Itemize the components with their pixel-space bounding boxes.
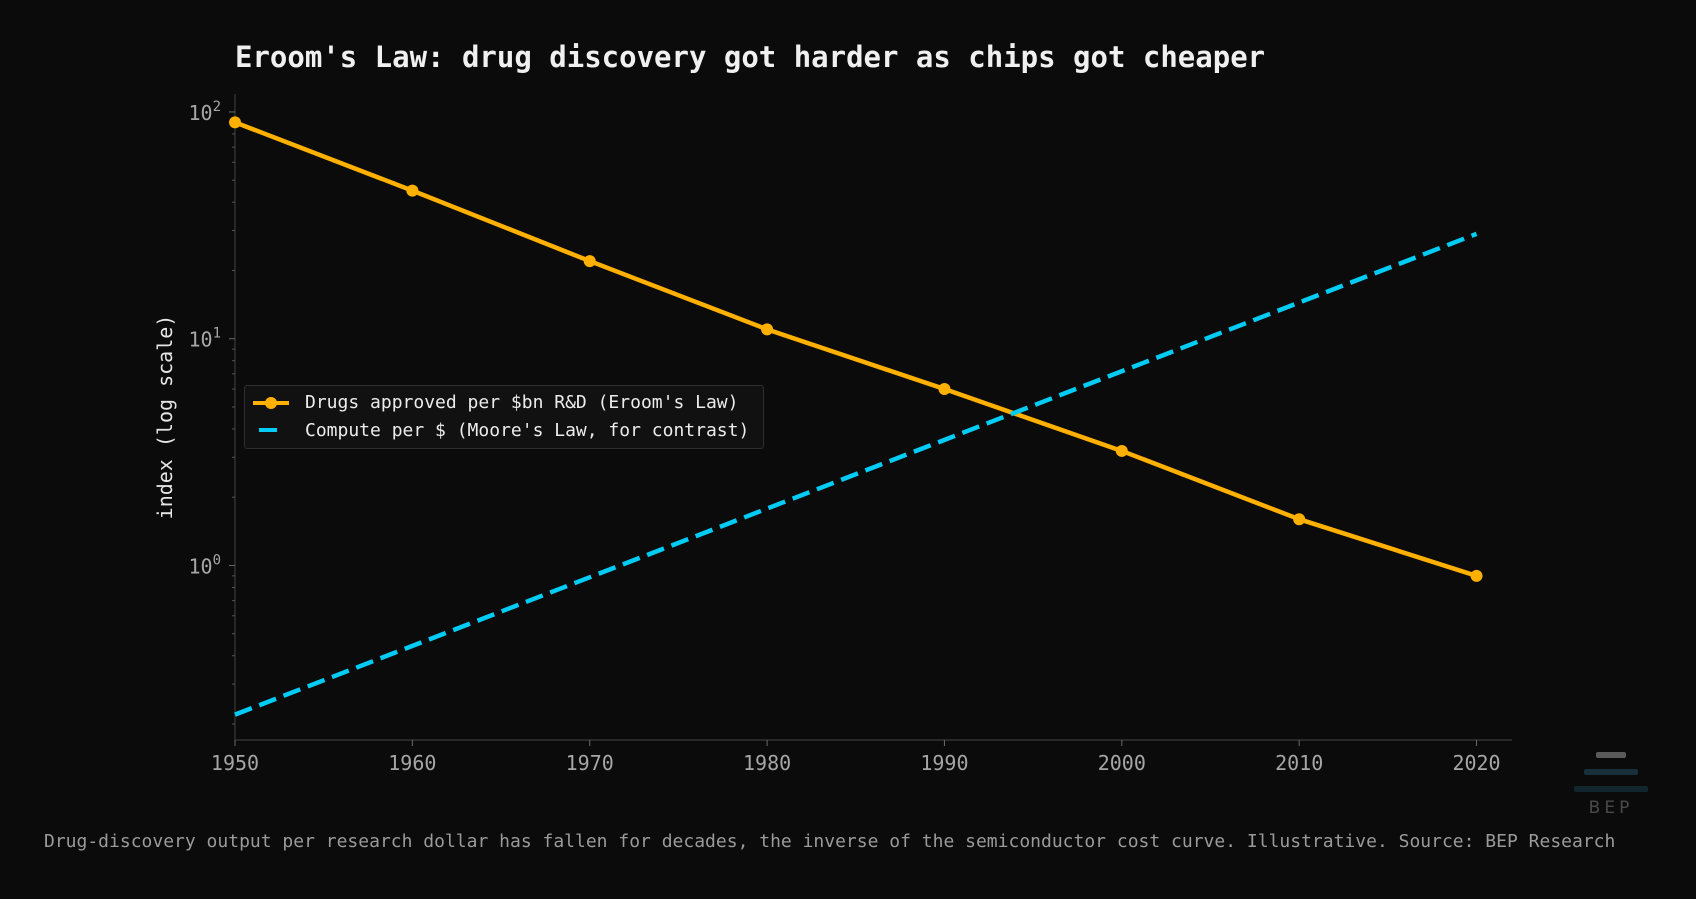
logo-bars-icon <box>1574 752 1648 792</box>
legend-swatch-moore <box>259 428 277 432</box>
x-tick-label: 1970 <box>566 751 614 775</box>
chart-caption: Drug-discovery output per research dolla… <box>44 831 1616 852</box>
bep-logo: BEP <box>1572 750 1650 820</box>
x-tick-label: 1980 <box>743 751 791 775</box>
eroom-data-point <box>229 116 241 129</box>
x-tick-label: 2000 <box>1098 751 1146 775</box>
logo-text: BEP <box>1588 798 1634 818</box>
y-tick-label: 100 <box>188 552 221 578</box>
chart-legend: Drugs approved per $bn R&D (Eroom's Law)… <box>244 385 764 449</box>
x-tick-label: 2010 <box>1275 751 1323 775</box>
eroom-data-point <box>1115 444 1128 457</box>
y-axis-label: index (log scale) <box>153 314 177 520</box>
eroom-data-point <box>761 323 774 336</box>
y-tick-label: 102 <box>188 99 221 125</box>
legend-swatch-eroom <box>253 397 289 409</box>
eroom-series-line <box>234 120 1478 579</box>
chart-title: Eroom's Law: drug discovery got harder a… <box>235 40 1266 74</box>
y-tick-label: 101 <box>188 326 221 352</box>
x-tick-label: 1960 <box>388 751 436 775</box>
eroom-data-point <box>583 255 596 268</box>
moore-series-line <box>234 231 1478 717</box>
eroom-data-point <box>406 184 419 197</box>
eroom-data-point <box>1293 513 1306 526</box>
x-tick-label: 1990 <box>920 751 968 775</box>
legend-label-eroom: Drugs approved per $bn R&D (Eroom's Law) <box>305 392 739 413</box>
eroom-data-point <box>1470 569 1483 582</box>
x-tick-label: 1950 <box>211 751 259 775</box>
eroom-data-point <box>938 383 951 396</box>
chart-axes: 1950 1960 1970 1980 1990 2000 2010 2020 100 101 10… <box>188 94 1512 775</box>
legend-entry-eroom: Drugs approved per $bn R&D (Eroom's Law) <box>245 388 763 416</box>
chart-series <box>229 116 1483 717</box>
legend-entry-moore: Compute per $ (Moore's Law, for contrast… <box>245 416 763 444</box>
x-tick-label: 2020 <box>1452 751 1500 775</box>
legend-label-moore: Compute per $ (Moore's Law, for contrast… <box>305 420 750 441</box>
